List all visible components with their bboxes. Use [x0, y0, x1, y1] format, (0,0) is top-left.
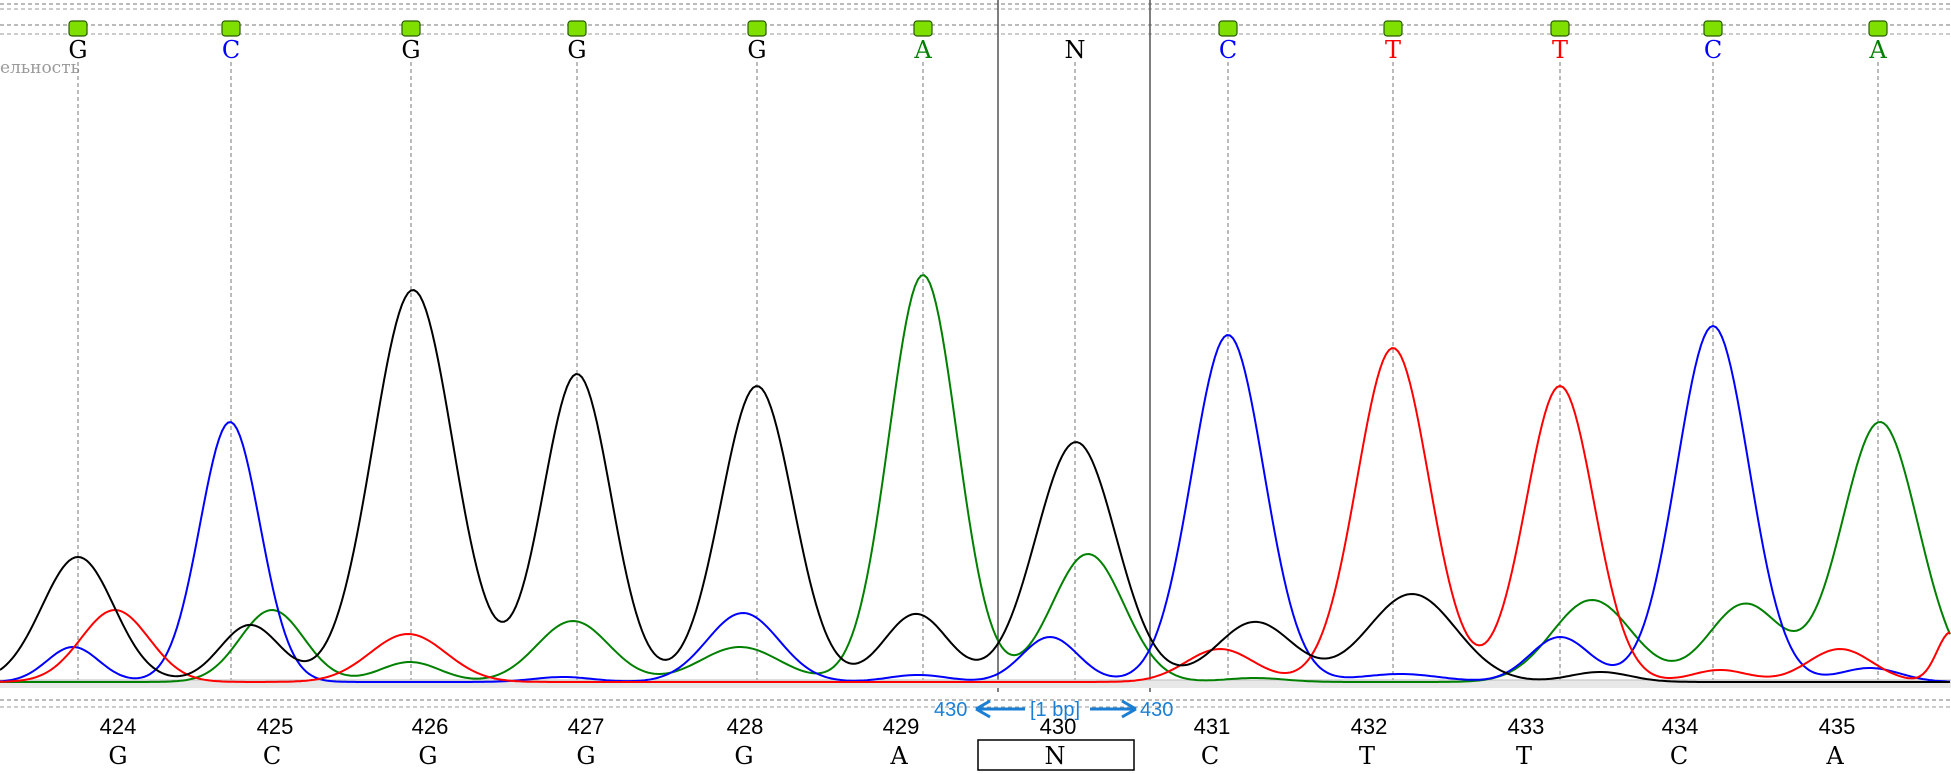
consensus-base[interactable]: C	[1201, 742, 1219, 770]
base-call-letter[interactable]: G	[747, 36, 766, 64]
position-number: 428	[727, 714, 764, 739]
selected-base-box[interactable]	[977, 739, 1135, 771]
quality-bar-icon	[567, 20, 587, 37]
consensus-base[interactable]: T	[1359, 742, 1375, 770]
quality-bar-icon	[401, 20, 421, 37]
trace-layer	[0, 274, 1951, 683]
top-rails	[0, 3, 1951, 35]
peak-guides	[77, 62, 1879, 680]
base-call-letter[interactable]: C	[222, 36, 240, 64]
position-number: 433	[1508, 714, 1545, 739]
consensus-base[interactable]: G	[108, 742, 127, 770]
position-number: 427	[568, 714, 605, 739]
position-number: 434	[1662, 714, 1699, 739]
consensus-base[interactable]: N	[1045, 742, 1066, 770]
quality-bar-icon	[747, 20, 767, 37]
quality-bar-icon	[1550, 20, 1570, 37]
arrow-right-icon	[1090, 699, 1137, 719]
base-call-letter[interactable]: G	[68, 36, 87, 64]
base-call-letter[interactable]: T	[1552, 36, 1568, 64]
base-call-letter[interactable]: N	[1065, 36, 1086, 64]
position-ruler: 424 425 426 427 428 429 430 431 432 433 434 435	[100, 714, 1856, 739]
trace-c	[0, 324, 1951, 683]
quality-markers	[68, 20, 1888, 37]
quality-bar-icon	[1703, 20, 1723, 37]
position-number: 425	[257, 714, 294, 739]
base-call-letter[interactable]: C	[1219, 36, 1237, 64]
quality-bar-icon	[68, 20, 88, 37]
position-number: 429	[883, 714, 920, 739]
arrow-left-icon	[975, 699, 1025, 719]
selection-length-label: [1 bp]	[1030, 699, 1080, 721]
trace-t	[0, 347, 1951, 683]
quality-bar-icon	[1383, 20, 1403, 37]
base-call-letter[interactable]: G	[401, 36, 420, 64]
position-number: 432	[1351, 714, 1388, 739]
selection-length-indicator: 430 [1 bp] 430	[934, 699, 1173, 721]
bottom-rails	[0, 699, 1951, 708]
trace-a	[0, 274, 1951, 683]
selection-region[interactable]	[997, 0, 1151, 692]
quality-bar-icon	[1218, 20, 1238, 37]
base-call-letter[interactable]: A	[913, 36, 932, 64]
position-number: 424	[100, 714, 137, 739]
position-number: 430	[1040, 714, 1077, 739]
quality-bar-icon	[221, 20, 241, 37]
consensus-base[interactable]: G	[576, 742, 595, 770]
base-call-letter[interactable]: C	[1704, 36, 1722, 64]
consensus-base[interactable]: A	[1825, 742, 1844, 770]
trace-g	[0, 289, 1950, 683]
consensus-base[interactable]: G	[734, 742, 753, 770]
base-call-letter[interactable]: T	[1385, 36, 1401, 64]
consensus-base[interactable]: T	[1516, 742, 1532, 770]
base-call-letter[interactable]: G	[567, 36, 586, 64]
consensus-base[interactable]: G	[418, 742, 437, 770]
position-number: 431	[1194, 714, 1231, 739]
consensus-base[interactable]: C	[263, 742, 281, 770]
quality-bar-icon	[1868, 20, 1888, 37]
position-number: 435	[1819, 714, 1856, 739]
sequence-track-label: ельность	[0, 58, 80, 78]
base-call-letter[interactable]: A	[1868, 36, 1887, 64]
selection-start-label: 430	[934, 699, 967, 721]
consensus-base[interactable]: A	[889, 742, 908, 770]
selection-end-label: 430	[1140, 699, 1173, 721]
position-number: 426	[412, 714, 449, 739]
quality-bar-icon	[913, 20, 933, 37]
consensus-base[interactable]: C	[1670, 742, 1688, 770]
